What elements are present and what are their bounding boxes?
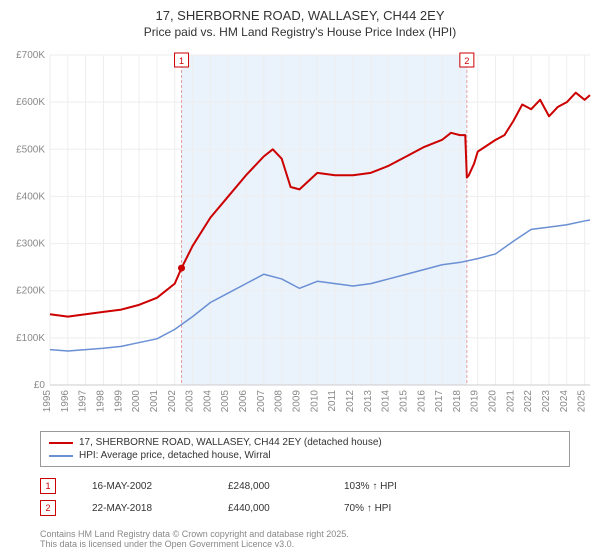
svg-text:2016: 2016: [416, 390, 427, 413]
svg-text:2025: 2025: [577, 390, 588, 413]
svg-text:2005: 2005: [220, 390, 231, 413]
svg-text:2014: 2014: [381, 390, 392, 413]
title-line1: 17, SHERBORNE ROAD, WALLASEY, CH44 2EY: [0, 8, 600, 23]
svg-text:£500K: £500K: [16, 144, 45, 155]
svg-text:1995: 1995: [42, 390, 53, 413]
footer-line2: This data is licensed under the Open Gov…: [40, 539, 570, 549]
transactions-table: 1 16-MAY-2002 £248,000 103% ↑ HPI 2 22-MAY-20…: [40, 475, 570, 519]
svg-text:2022: 2022: [523, 390, 534, 413]
svg-text:2011: 2011: [327, 390, 338, 412]
svg-text:2006: 2006: [238, 390, 249, 413]
transaction-row: 1 16-MAY-2002 £248,000 103% ↑ HPI: [40, 475, 570, 497]
svg-text:£600K: £600K: [16, 97, 45, 108]
svg-text:1: 1: [179, 56, 184, 66]
transaction-row: 2 22-MAY-2018 £440,000 70% ↑ HPI: [40, 497, 570, 519]
svg-text:2003: 2003: [185, 390, 196, 413]
svg-text:2: 2: [464, 56, 469, 66]
svg-text:2008: 2008: [274, 390, 285, 413]
svg-text:2000: 2000: [131, 390, 142, 413]
svg-text:2001: 2001: [149, 390, 160, 413]
legend-swatch: [49, 442, 73, 444]
legend-swatch: [49, 455, 73, 457]
legend-item: 17, SHERBORNE ROAD, WALLASEY, CH44 2EY (…: [49, 436, 561, 449]
legend-label: HPI: Average price, detached house, Wirr…: [79, 450, 271, 461]
transaction-price: £248,000: [228, 481, 308, 492]
svg-text:2024: 2024: [559, 390, 570, 413]
title-line2: Price paid vs. HM Land Registry's House …: [0, 25, 600, 39]
svg-text:2004: 2004: [202, 390, 213, 413]
svg-text:1998: 1998: [95, 390, 106, 413]
svg-text:2017: 2017: [434, 390, 445, 413]
transaction-price: £440,000: [228, 503, 308, 514]
svg-text:2012: 2012: [345, 390, 356, 413]
transaction-marker: 2: [40, 500, 56, 516]
transaction-date: 16-MAY-2002: [92, 481, 192, 492]
svg-text:1996: 1996: [60, 390, 71, 413]
svg-text:2020: 2020: [488, 390, 499, 413]
svg-text:2023: 2023: [541, 390, 552, 413]
legend-label: 17, SHERBORNE ROAD, WALLASEY, CH44 2EY (…: [79, 437, 382, 448]
transaction-date: 22-MAY-2018: [92, 503, 192, 514]
svg-text:2002: 2002: [167, 390, 178, 413]
svg-text:2019: 2019: [470, 390, 481, 413]
svg-text:2009: 2009: [292, 390, 303, 413]
svg-text:2021: 2021: [505, 390, 516, 413]
footer: Contains HM Land Registry data © Crown c…: [40, 529, 570, 549]
svg-text:£100K: £100K: [16, 333, 45, 344]
svg-text:£0: £0: [34, 380, 46, 391]
svg-text:£200K: £200K: [16, 286, 45, 297]
transaction-pct: 103% ↑ HPI: [344, 481, 397, 492]
svg-text:2013: 2013: [363, 390, 374, 413]
svg-text:2007: 2007: [256, 390, 267, 413]
transaction-marker: 1: [40, 478, 56, 494]
svg-text:£700K: £700K: [16, 50, 45, 61]
svg-text:2015: 2015: [398, 390, 409, 413]
svg-text:1999: 1999: [113, 390, 124, 413]
svg-text:1997: 1997: [78, 390, 89, 413]
svg-text:£400K: £400K: [16, 191, 45, 202]
footer-line1: Contains HM Land Registry data © Crown c…: [40, 529, 570, 539]
svg-text:2018: 2018: [452, 390, 463, 413]
svg-text:£300K: £300K: [16, 239, 45, 250]
legend: 17, SHERBORNE ROAD, WALLASEY, CH44 2EY (…: [40, 431, 570, 467]
price-chart: £0 £100K £200K £300K £400K £500K £600K £700K 199…: [4, 45, 596, 425]
legend-item: HPI: Average price, detached house, Wirr…: [49, 449, 561, 462]
svg-text:2010: 2010: [309, 390, 320, 413]
transaction-pct: 70% ↑ HPI: [344, 503, 391, 514]
